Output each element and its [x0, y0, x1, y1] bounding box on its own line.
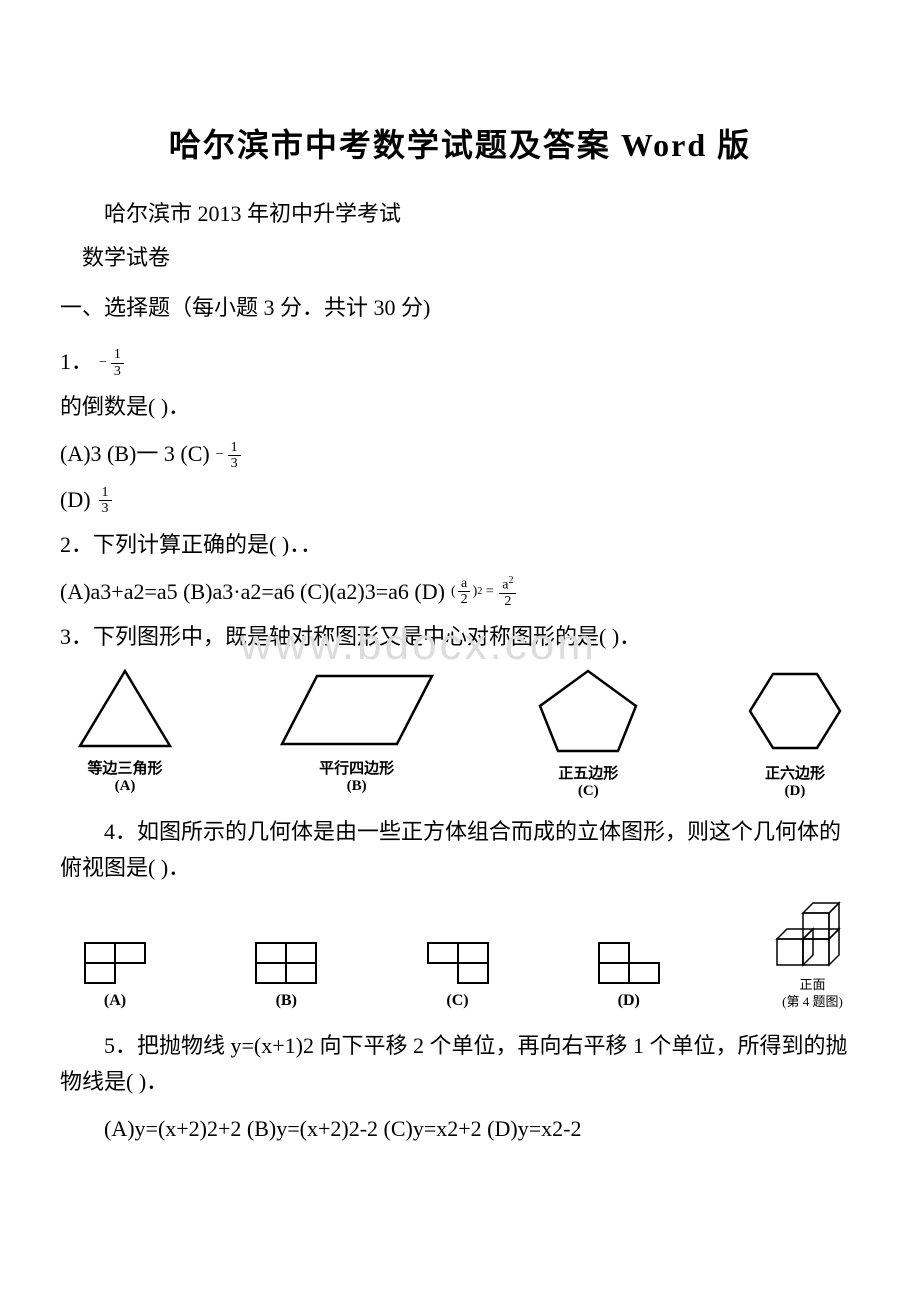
view-a-label: (A): [104, 992, 126, 1010]
view-b-icon: [251, 938, 321, 988]
view-c-icon: [423, 938, 493, 988]
q1-optd-prefix: (D): [60, 482, 91, 517]
shape-triangle: 等边三角形(A): [70, 666, 180, 800]
q1-opt-c-frac: − 1 3: [216, 440, 243, 472]
view-d-icon: [594, 938, 664, 988]
view-d-label: (D): [618, 992, 640, 1010]
parallelogram-icon: [277, 666, 437, 751]
q2-frac-l-num: a: [461, 576, 467, 591]
page-title: 哈尔滨市中考数学试题及答案 Word 版: [60, 120, 860, 166]
triangle-icon: [70, 666, 180, 751]
q1-fraction: − 1 3: [99, 347, 126, 379]
q2-options: (A)a3+a2=a5 (B)a3·a2=a6 (C)(a2)3=a6 (D) …: [60, 574, 860, 609]
shape-parallelogram: 平行四边形(B): [277, 666, 437, 800]
shape-c-name: 正五边形(C): [558, 762, 618, 800]
q5-options: (A)y=(x+2)2+2 (B)y=(x+2)2-2 (C)y=x2+2 (D…: [60, 1111, 860, 1146]
view-a-icon: [80, 938, 150, 988]
q1-option-d: (D) 1 3: [60, 482, 860, 517]
view-b-label: (B): [276, 992, 297, 1010]
solid-cubes-icon: [765, 901, 860, 973]
section-heading: 一、选择题（每小题 3 分．共计 30 分): [60, 290, 860, 322]
question-1-body: 的倒数是( )．: [60, 389, 860, 424]
q1-optc-num: 1: [228, 440, 241, 456]
question-5: 5．把抛物线 y=(x+1)2 向下平移 2 个单位，再向右平移 1 个单位，所…: [60, 1028, 860, 1098]
question-2: 2．下列计算正确的是( )．．: [60, 527, 860, 562]
q1-optd-num: 1: [99, 485, 112, 501]
shape-b-name: 平行四边形(B): [319, 757, 394, 795]
q1-optd-den: 3: [99, 501, 112, 516]
view-d: (D): [594, 938, 664, 1010]
q1-frac-num: 1: [111, 347, 124, 363]
q1-optc-den: 3: [228, 456, 241, 471]
shape-hexagon: 正六边形(D): [740, 666, 850, 800]
view-c-label: (C): [446, 992, 468, 1010]
exam-year-line: 哈尔滨市 2013 年初中升学考试: [60, 196, 860, 228]
question-3: 3．下列图形中，既是轴对称图形又是中心对称图形的是( )．: [60, 619, 860, 654]
exam-name-line: 数学试卷: [60, 240, 860, 272]
shape-a-name: 等边三角形(A): [87, 757, 162, 795]
solid-face-label: 正面(第 4 题图): [782, 977, 843, 1011]
q1-opts-ab: (A)3 (B)一 3 (C): [60, 436, 210, 471]
q1-frac-den: 3: [111, 364, 124, 379]
question-1-line1: 1． − 1 3: [60, 344, 860, 379]
q2-frac-r-den: 2: [501, 594, 514, 609]
q1-options-abc: (A)3 (B)一 3 (C) − 1 3: [60, 436, 860, 471]
q2-opt-d-formula: (a2)2 = a22: [451, 575, 518, 609]
shape-pentagon: 正五边形(C): [533, 666, 643, 800]
view-a: (A): [80, 938, 150, 1010]
q1-prefix: 1．: [60, 344, 93, 379]
view-b: (B): [251, 938, 321, 1010]
q4-views-row: (A) (B) (C) (D): [80, 901, 860, 1011]
solid-figure: 正面(第 4 题图): [765, 901, 860, 1011]
pentagon-icon: [533, 666, 643, 756]
q1-opt-d-frac: 1 3: [97, 485, 114, 517]
q2-opts-abc: (A)a3+a2=a5 (B)a3·a2=a6 (C)(a2)3=a6 (D): [60, 574, 445, 609]
shape-d-name: 正六边形(D): [765, 762, 825, 800]
question-4: 4．如图所示的几何体是由一些正方体组合而成的立体图形，则这个几何体的俯视图是( …: [60, 814, 860, 884]
q2-frac-l-den: 2: [458, 592, 471, 607]
q3-shapes-row: 等边三角形(A) 平行四边形(B) 正五边形(C) 正六边形(D): [60, 666, 860, 800]
hexagon-icon: [740, 666, 850, 756]
view-c: (C): [423, 938, 493, 1010]
